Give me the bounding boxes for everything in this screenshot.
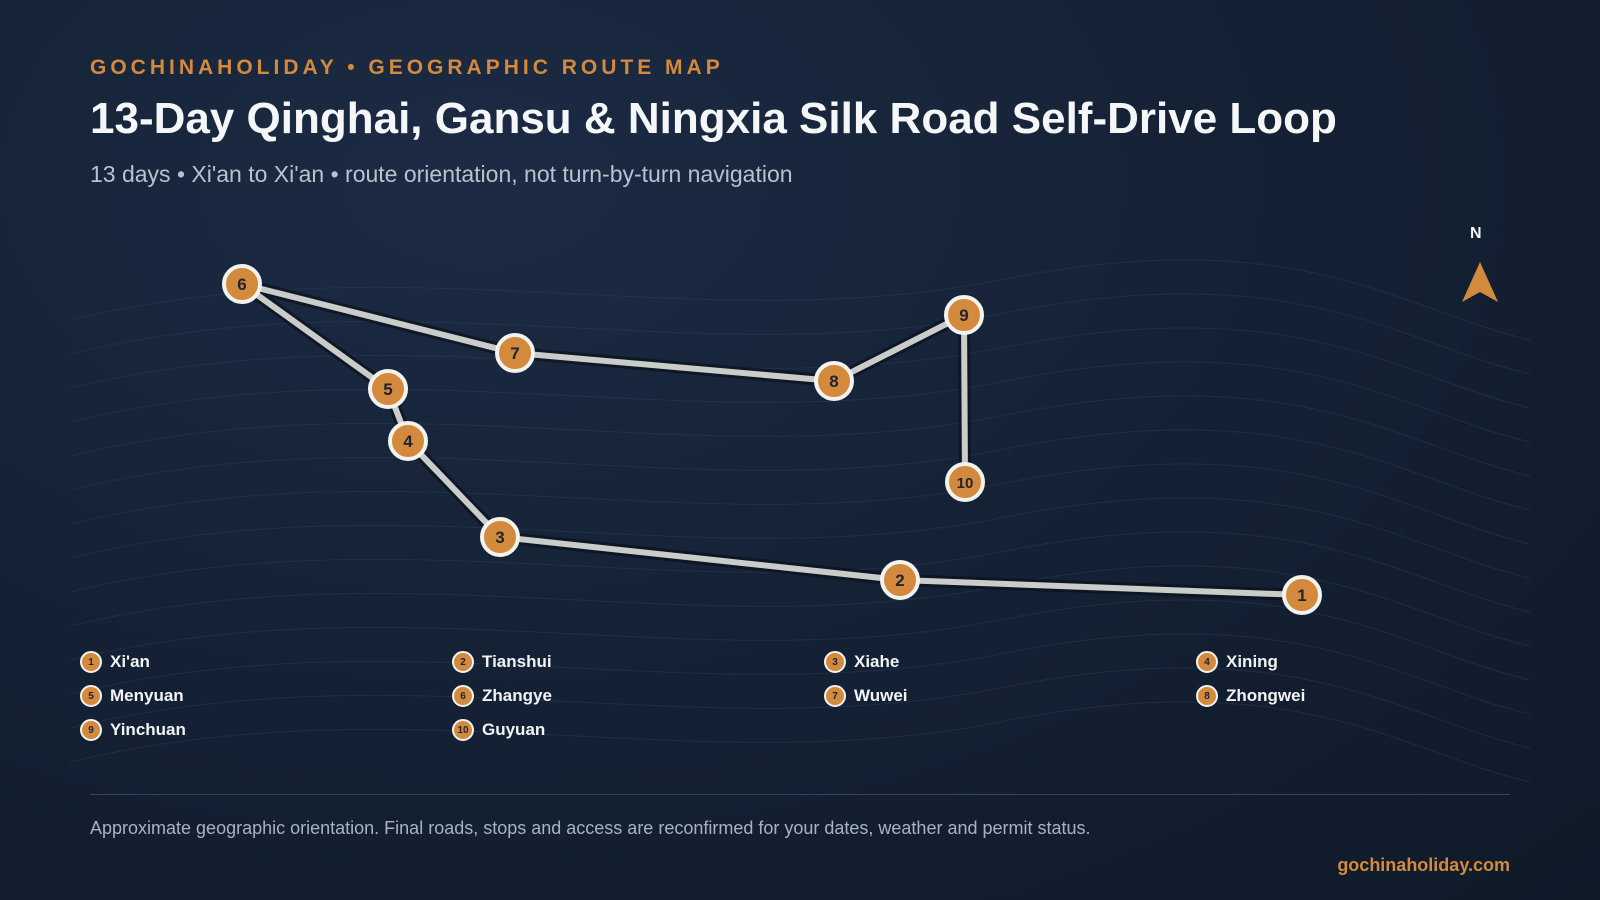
map-kicker: GOCHINAHOLIDAY • GEOGRAPHIC ROUTE MAP xyxy=(90,56,724,79)
stop-marker-9[interactable]: 9 xyxy=(944,295,984,335)
legend-label: Yinchuan xyxy=(110,720,186,739)
legend-item-1: 1 Xi'an xyxy=(80,649,150,675)
contour-line xyxy=(69,667,1531,749)
north-label: N xyxy=(1470,225,1482,242)
terrain-contours xyxy=(69,259,1531,783)
stop-marker-1[interactable]: 1 xyxy=(1282,575,1322,615)
stop-marker-5[interactable]: 5 xyxy=(368,369,408,409)
stop-marker-number: 3 xyxy=(495,528,504,547)
stop-marker-8[interactable]: 8 xyxy=(814,361,854,401)
contour-line xyxy=(69,395,1531,477)
legend-item-9: 9 Yinchuan xyxy=(80,717,186,743)
website-link[interactable]: gochinaholiday.com xyxy=(1337,855,1510,875)
stop-marker-4[interactable]: 4 xyxy=(388,421,428,461)
contour-line xyxy=(69,497,1531,579)
legend-label: Xining xyxy=(1226,652,1278,671)
stop-marker-2[interactable]: 2 xyxy=(880,560,920,600)
route-line xyxy=(236,278,1303,601)
divider xyxy=(90,794,1510,795)
legend-badge: 7 xyxy=(824,685,846,707)
legend-badge: 2 xyxy=(452,651,474,673)
legend-item-6: 6 Zhangye xyxy=(452,683,552,709)
contour-line xyxy=(69,599,1531,681)
contour-line xyxy=(69,259,1531,341)
legend-label: Guyuan xyxy=(482,720,546,739)
stop-marker-number: 6 xyxy=(237,275,246,294)
legend-item-10: 10 Guyuan xyxy=(452,717,545,743)
legend-item-5: 5 Menyuan xyxy=(80,683,184,709)
north-arrow-icon xyxy=(1462,262,1498,302)
legend-label: Tianshui xyxy=(482,652,552,671)
stop-marker-6[interactable]: 6 xyxy=(222,264,262,304)
stop-marker-number: 7 xyxy=(510,344,519,363)
contour-line xyxy=(69,429,1531,511)
contour-line xyxy=(69,565,1531,647)
page-subtitle: 13 days • Xi'an to Xi'an • route orienta… xyxy=(90,161,793,187)
stop-marker-3[interactable]: 3 xyxy=(480,517,520,557)
contour-line xyxy=(69,293,1531,375)
contour-line xyxy=(69,361,1531,443)
stop-marker-number: 8 xyxy=(829,372,838,391)
legend-label: Zhangye xyxy=(482,686,552,705)
legend-item-8: 8 Zhongwei xyxy=(1196,683,1305,709)
route-path xyxy=(239,281,1303,598)
stop-marker-10[interactable]: 10 xyxy=(945,462,985,502)
stop-marker-number: 2 xyxy=(895,571,904,590)
legend-label: Wuwei xyxy=(854,686,908,705)
stop-marker-number: 5 xyxy=(383,380,392,399)
legend-item-4: 4 Xining xyxy=(1196,649,1278,675)
legend-badge: 10 xyxy=(452,719,474,741)
legend-label: Xi'an xyxy=(110,652,150,671)
legend-item-3: 3 Xiahe xyxy=(824,649,899,675)
legend-badge: 8 xyxy=(1196,685,1218,707)
legend-badge: 9 xyxy=(80,719,102,741)
legend-label: Menyuan xyxy=(110,686,184,705)
legend-badge: 5 xyxy=(80,685,102,707)
page-title: 13-Day Qinghai, Gansu & Ningxia Silk Roa… xyxy=(90,94,1337,143)
stop-marker-number: 10 xyxy=(957,475,974,492)
stop-markers: 1 2 3 4 5 6 7 8 9 10 xyxy=(222,264,1322,615)
contour-line xyxy=(69,463,1531,545)
contour-line xyxy=(69,531,1531,613)
stop-marker-number: 1 xyxy=(1297,586,1306,605)
legend-label: Xiahe xyxy=(854,652,900,671)
legend-item-7: 7 Wuwei xyxy=(824,683,908,709)
contour-line xyxy=(69,327,1531,409)
legend-badge: 4 xyxy=(1196,651,1218,673)
legend-badge: 3 xyxy=(824,651,846,673)
legend-item-2: 2 Tianshui xyxy=(452,649,552,675)
stop-marker-number: 4 xyxy=(403,432,413,451)
contour-line xyxy=(69,701,1531,783)
legend-badge: 1 xyxy=(80,651,102,673)
stop-marker-number: 9 xyxy=(959,306,968,325)
footnote: Approximate geographic orientation. Fina… xyxy=(90,818,1091,838)
legend-label: Zhongwei xyxy=(1226,686,1306,705)
contour-line xyxy=(69,633,1531,715)
legend-badge: 6 xyxy=(452,685,474,707)
stop-marker-7[interactable]: 7 xyxy=(495,333,535,373)
